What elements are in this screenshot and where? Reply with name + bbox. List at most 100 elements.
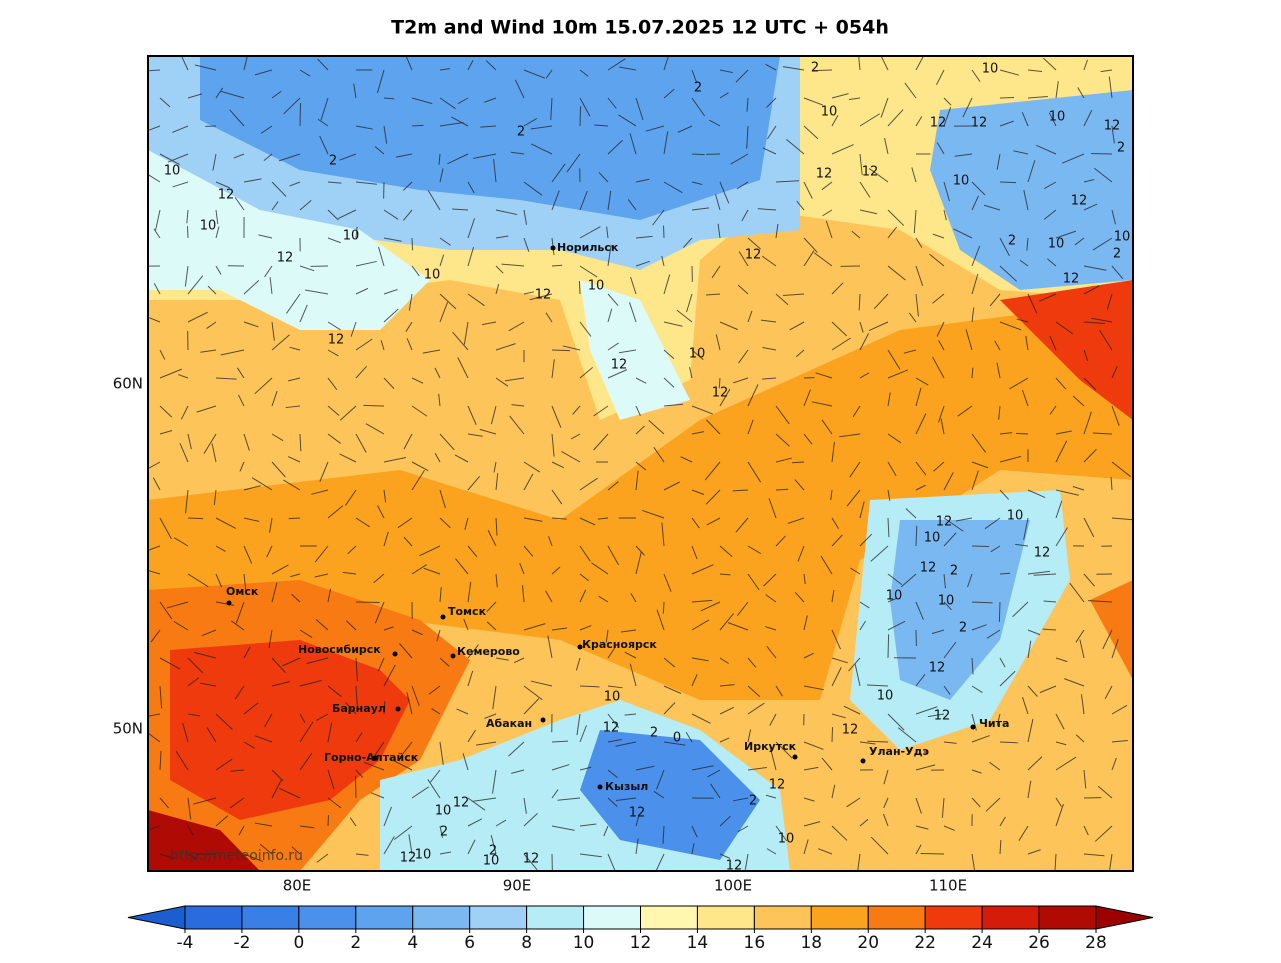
contour-label: 10 <box>1007 509 1024 524</box>
wind-barb <box>719 92 729 99</box>
wind-barb <box>339 153 357 161</box>
wind-barb <box>1055 756 1077 771</box>
wind-barb <box>231 620 245 631</box>
wind-barb <box>495 265 504 274</box>
wind-barb <box>971 461 989 469</box>
wind-barb <box>411 124 424 127</box>
wind-barb <box>775 825 788 842</box>
wind-barb <box>603 825 609 837</box>
wind-barb <box>766 848 777 855</box>
wind-barb <box>550 97 553 121</box>
wind-barb <box>235 601 245 624</box>
wind-barb <box>859 181 871 198</box>
wind-barb <box>495 209 518 216</box>
wind-barb <box>271 564 289 575</box>
wind-barb <box>598 171 609 183</box>
wind-barb <box>269 277 273 295</box>
wind-barb <box>187 517 204 520</box>
wind-barb <box>737 825 749 833</box>
wind-barb <box>467 181 475 194</box>
wind-barb <box>243 853 264 863</box>
wind-barb <box>523 473 534 491</box>
contour-label: 10 <box>982 62 999 77</box>
wind-barb <box>635 816 640 827</box>
wind-barb <box>852 405 861 418</box>
map-labels: 60N 50N 80E 90E 100E 110E Норильск Омск Томск Нов… <box>113 61 1131 895</box>
wind-barb <box>1039 685 1057 694</box>
wind-barb <box>685 731 693 743</box>
wind-barb <box>962 97 973 118</box>
wind-barb <box>765 63 777 71</box>
wind-barb <box>887 392 891 407</box>
wind-barb <box>490 405 497 425</box>
wind-barb <box>965 329 973 351</box>
wind-barb <box>1055 741 1067 746</box>
contour-label: 12 <box>400 851 417 866</box>
wind-barb <box>411 685 420 706</box>
wind-barb <box>663 131 669 155</box>
wind-barb <box>383 308 399 323</box>
city-dot <box>577 644 583 650</box>
wind-barb <box>530 125 553 130</box>
wind-barb <box>705 293 721 296</box>
wind-barb <box>327 769 335 790</box>
wind-barb <box>635 470 639 491</box>
wind-barb <box>374 601 385 624</box>
wind-barb <box>327 685 342 697</box>
wind-barb <box>490 835 497 855</box>
wind-barb <box>434 452 441 463</box>
contour-label: 10 <box>938 594 955 609</box>
wind-barb <box>411 629 423 636</box>
wind-barb <box>747 461 762 483</box>
wind-barb <box>943 641 957 659</box>
wind-barb <box>236 367 245 379</box>
wind-barb <box>439 301 449 323</box>
wind-barb <box>1111 125 1115 144</box>
wind-barb <box>984 517 1001 530</box>
wind-barb <box>153 228 161 239</box>
wind-barb <box>1013 150 1029 155</box>
wind-barb <box>971 273 979 295</box>
wind-barb <box>238 394 245 407</box>
wind-barb <box>1083 203 1098 211</box>
wind-barb <box>719 388 731 407</box>
wind-barb <box>1111 365 1118 379</box>
wind-barb <box>1049 335 1057 351</box>
wind-barb <box>607 481 619 491</box>
wind-barb <box>377 505 385 519</box>
wind-barb <box>355 260 377 267</box>
contour-label: 12 <box>453 796 470 811</box>
wind-barb <box>579 69 589 77</box>
wind-barb <box>566 153 581 173</box>
wind-barb <box>761 255 777 267</box>
wind-barb <box>831 517 839 529</box>
wind-barb <box>439 168 444 183</box>
wind-barb <box>915 601 924 620</box>
wind-barb <box>1092 432 1113 435</box>
wind-barb <box>795 349 805 358</box>
contour-label: 10 <box>604 690 621 705</box>
wind-barb <box>215 601 235 606</box>
wind-barb <box>263 153 273 162</box>
wind-barb <box>940 418 945 435</box>
wind-barb <box>998 601 1001 622</box>
wind-barb <box>635 765 655 771</box>
wind-barb <box>530 143 553 155</box>
wind-barb <box>194 64 217 71</box>
colorbar-tick-label: 0 <box>293 933 304 953</box>
wind-barb <box>289 181 301 187</box>
wind-barb <box>268 629 273 649</box>
wind-barb <box>999 265 1018 282</box>
wind-barb <box>971 181 986 196</box>
wind-barb <box>212 153 217 171</box>
wind-barb <box>271 681 291 687</box>
wind-barb <box>487 530 497 547</box>
wind-barb <box>1091 317 1113 323</box>
wind-barb <box>782 66 805 71</box>
wind-barb <box>422 349 441 354</box>
wind-barb <box>287 456 301 463</box>
wind-barb <box>327 405 340 416</box>
colorbar-tick-label: 4 <box>407 933 418 953</box>
wind-barb <box>880 56 889 71</box>
contour-label: 2 <box>811 61 819 76</box>
